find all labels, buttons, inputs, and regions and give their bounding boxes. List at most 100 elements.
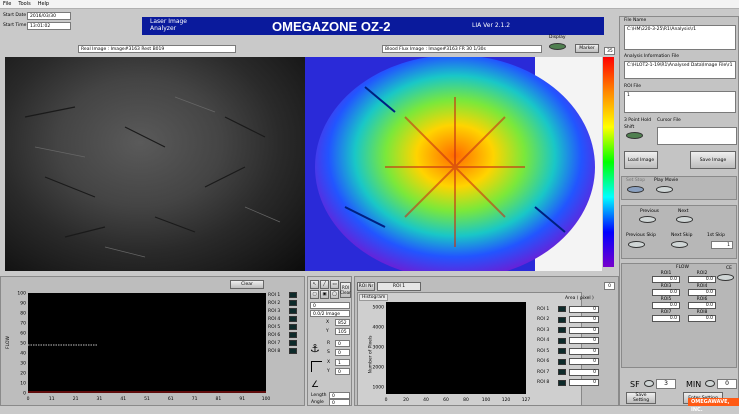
pointer-tool-icon[interactable]: ↖ [310, 280, 319, 289]
size-x-field[interactable]: 1 [335, 359, 350, 366]
sf-field[interactable]: 3 [656, 379, 676, 389]
histogram-y-tick: 2000 [373, 365, 385, 371]
area-roi-swatch[interactable] [558, 337, 566, 344]
analysis-file-label: Analysis Information File [624, 54, 679, 59]
min-field[interactable]: 0 [717, 379, 737, 389]
s-field[interactable]: 0 [335, 349, 350, 356]
fill-tool-icon[interactable]: ▣ [320, 290, 329, 299]
roi-color-swatch[interactable] [289, 340, 297, 346]
area-roi-swatch[interactable] [558, 369, 566, 376]
area-roi-swatch[interactable] [558, 358, 566, 365]
roi-color-swatch[interactable] [289, 332, 297, 338]
hold-toggle[interactable] [626, 132, 643, 139]
next-button[interactable] [676, 216, 693, 223]
clear-button[interactable]: Clear [230, 280, 264, 289]
counter-field[interactable]: 0 [604, 282, 615, 290]
flow-legend-label: ROI 6 [268, 332, 281, 338]
area-roi-swatch[interactable] [558, 306, 566, 313]
roi-number-field[interactable]: 0 [310, 302, 350, 309]
roi-file-field[interactable]: 1 [624, 91, 736, 113]
flow-head-roi8: ROI8 [696, 310, 708, 315]
histogram-y-tick: 1000 [373, 385, 385, 391]
roi-color-swatch[interactable] [289, 348, 297, 354]
zoom-tool-icon[interactable]: ▢ [310, 290, 319, 299]
marker-button[interactable]: Marker [575, 44, 599, 53]
roi-color-swatch[interactable] [289, 316, 297, 322]
next-label: Next [678, 209, 689, 214]
flow-legend-label: ROI 2 [268, 300, 281, 306]
min-stepper[interactable] [705, 380, 715, 387]
length-label: Length [311, 393, 327, 398]
area-roi-swatch[interactable] [558, 379, 566, 386]
file-name-field[interactable]: C:\HM\220-3-25\R1\Analysis\r1 [624, 25, 736, 50]
line-tool-icon[interactable]: ╱ [320, 280, 329, 289]
flow-y-tick: 40 [20, 351, 26, 357]
menu-help[interactable]: Help [37, 1, 50, 7]
analysis-file-field[interactable]: C:\HLOT2-1-19\R1\Analysed Data\Image Fil… [624, 61, 736, 79]
tab-roi-nr[interactable]: ROI Nr [357, 282, 375, 291]
roi-color-swatch[interactable] [289, 300, 297, 306]
real-image-view[interactable] [5, 57, 305, 271]
histogram-x-tick: 127 [522, 397, 530, 403]
area-row: ROI 8 0 [537, 378, 607, 389]
roi-type-field[interactable]: 0.0/2 Image [310, 310, 350, 317]
area-row: ROI 2 0 [537, 315, 607, 326]
previous-skip-button[interactable] [628, 241, 645, 248]
anchor-icon: ⚓ [310, 342, 320, 355]
tab-roi-1[interactable]: ROI 1 [377, 282, 421, 291]
area-row: ROI 5 0 [537, 346, 607, 357]
area-value: 0 [569, 326, 599, 334]
sf-stepper[interactable] [644, 380, 654, 387]
scale-max-field[interactable]: 35 [604, 47, 615, 55]
area-roi-label: ROI 4 [537, 338, 550, 344]
area-roi-swatch[interactable] [558, 348, 566, 355]
menu-tools[interactable]: Tools [18, 1, 31, 7]
x-field[interactable]: 852 [335, 319, 350, 326]
previous-button[interactable] [639, 216, 656, 223]
load-image-button[interactable]: Load Image [624, 151, 658, 169]
flow-value-roi3: 0.0 [652, 289, 680, 296]
flow-legend-row: ROI 3 [268, 307, 303, 315]
start-date-field[interactable]: 2016/03/30 [27, 12, 71, 20]
rect-tool-icon[interactable]: ▭ [330, 280, 339, 289]
flow-legend-row: ROI 5 [268, 323, 303, 331]
point-hold-label: 3 Point Hold [624, 118, 652, 123]
size-y-field[interactable]: 0 [335, 368, 350, 375]
set-stop-button[interactable] [627, 186, 644, 193]
ce-toggle[interactable] [717, 274, 734, 281]
y-field[interactable]: 105 [335, 328, 350, 335]
histogram-y-tick: 4000 [373, 325, 385, 331]
area-roi-swatch[interactable] [558, 316, 566, 323]
roi-color-swatch[interactable] [289, 324, 297, 330]
flow-head-roi1: ROI1 [660, 271, 672, 276]
area-roi-label: ROI 6 [537, 359, 550, 365]
area-roi-swatch[interactable] [558, 327, 566, 334]
display-toggle[interactable] [549, 43, 566, 50]
histogram-x-tick: 40 [423, 397, 429, 403]
roi-color-swatch[interactable] [289, 308, 297, 314]
save-setting-button[interactable]: Save Setting [626, 392, 656, 404]
flow-x-tick: 41 [120, 396, 126, 402]
ellipse-tool-icon[interactable]: ◯ [330, 290, 339, 299]
start-time-field[interactable]: 13:01:02 [27, 22, 71, 30]
cursor-file-field[interactable] [657, 127, 737, 145]
next-skip-button[interactable] [671, 241, 688, 248]
roi-clear-button[interactable]: ROI Clear [340, 282, 351, 298]
real-image-label: Real Image : Image#3163 Rest B019 [78, 45, 236, 53]
menu-file[interactable]: File [3, 1, 12, 7]
angle-field[interactable]: 0 [329, 399, 350, 406]
flow-x-tick: 81 [216, 396, 222, 402]
play-movie-label: Play Movie [654, 178, 679, 183]
skip-value-field[interactable]: 1 [711, 241, 733, 249]
menu-bar: File Tools Help [0, 0, 739, 9]
r-field[interactable]: 0 [335, 340, 350, 347]
flow-legend-row: ROI 8 [268, 347, 303, 355]
flow-head-roi4: ROI4 [696, 284, 708, 289]
roi-color-swatch[interactable] [289, 292, 297, 298]
flow-value-roi7: 0.0 [652, 315, 680, 322]
flow-legend-row: ROI 2 [268, 299, 303, 307]
save-image-button[interactable]: Save Image [690, 151, 736, 169]
length-field[interactable]: 0 [329, 392, 350, 399]
flux-image-view[interactable] [305, 57, 602, 271]
play-movie-button[interactable] [656, 186, 673, 193]
